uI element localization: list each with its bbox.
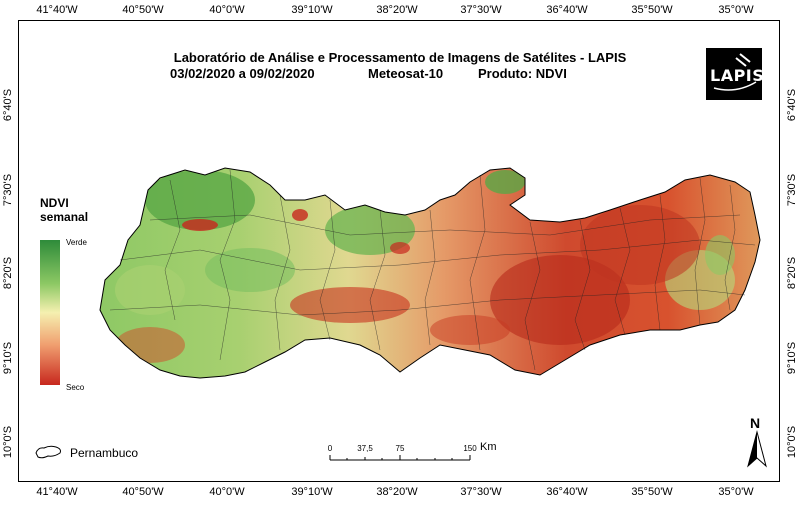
lon-tick: 39°10'W xyxy=(291,486,333,498)
satellite-icon xyxy=(713,53,757,91)
lon-tick: 38°20'W xyxy=(376,4,418,16)
legend-title-line2: semanal xyxy=(40,210,89,224)
lon-tick: 40°0'W xyxy=(209,4,245,16)
lapis-logo: LAPIS xyxy=(706,48,765,100)
lon-tick: 40°0'W xyxy=(209,486,245,498)
lon-tick: 36°40'W xyxy=(546,486,588,498)
lon-tick: 38°20'W xyxy=(376,486,418,498)
lon-tick: 40°50'W xyxy=(122,486,164,498)
scale-bar xyxy=(329,455,471,461)
scale-label: 0 xyxy=(327,444,333,453)
lon-tick: 35°50'W xyxy=(631,4,673,16)
scale-unit: Km xyxy=(480,441,497,453)
legend-title: NDVI semanal xyxy=(40,196,88,224)
scale-label: 37,5 xyxy=(357,444,373,453)
scale-label: 150 xyxy=(463,444,477,453)
lon-tick: 35°0'W xyxy=(718,486,754,498)
date-range: 03/02/2020 a 09/02/2020 xyxy=(170,66,315,81)
logo-text: LAPIS xyxy=(710,66,765,85)
lon-tick: 35°50'W xyxy=(631,486,673,498)
lon-tick: 36°40'W xyxy=(546,4,588,16)
lon-tick: 35°0'W xyxy=(718,4,754,16)
north-arrow-icon xyxy=(747,430,767,468)
north-label: N xyxy=(750,415,761,431)
lon-tick: 37°30'W xyxy=(460,4,502,16)
ndvi-surface xyxy=(100,168,760,378)
scale-label: 75 xyxy=(395,444,405,453)
municipal-boundaries xyxy=(109,169,756,371)
lon-tick: 41°40'W xyxy=(36,4,78,16)
lon-tick: 39°10'W xyxy=(291,4,333,16)
map-title: Laboratório de Análise e Processamento d… xyxy=(173,50,627,65)
pernambuco-outline-icon xyxy=(35,445,61,459)
legend-bottom-label: Seco xyxy=(66,383,85,392)
product-name: Produto: NDVI xyxy=(478,66,567,81)
region-label: Pernambuco xyxy=(70,446,139,460)
legend-title-line1: NDVI xyxy=(40,196,69,210)
lon-tick: 40°50'W xyxy=(122,4,164,16)
lon-tick: 37°30'W xyxy=(460,486,502,498)
lon-tick: 41°40'W xyxy=(36,486,78,498)
legend-colorbar xyxy=(40,240,60,385)
legend-top-label: Verde xyxy=(66,238,87,247)
satellite-name: Meteosat-10 xyxy=(368,66,444,81)
